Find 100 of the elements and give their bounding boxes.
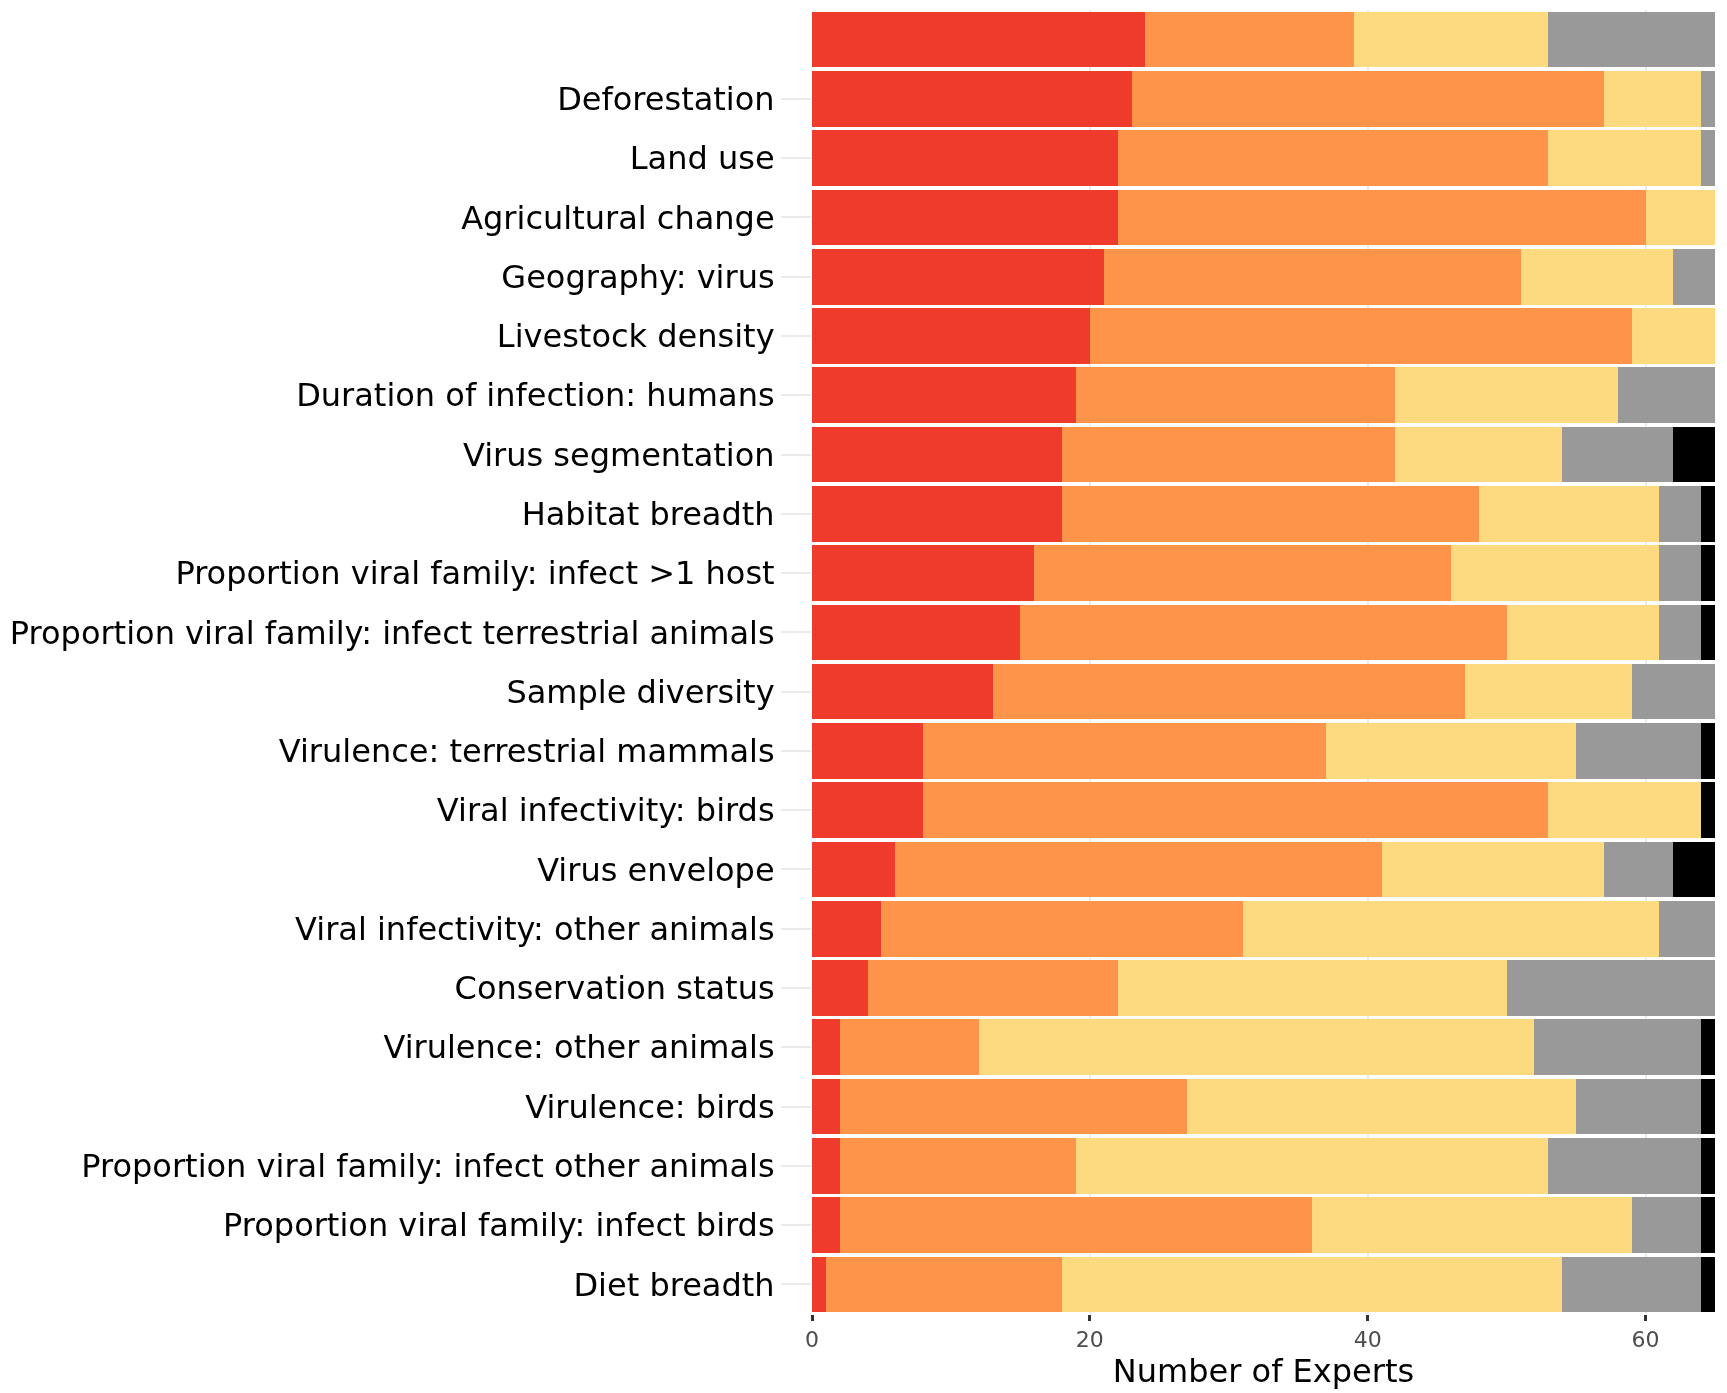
- bar: [1548, 130, 1702, 187]
- bar: [1062, 426, 1396, 483]
- y-tick-label: Virulence: other animals: [383, 1028, 775, 1067]
- bar: [812, 1137, 840, 1194]
- bar: [1701, 1256, 1715, 1313]
- bar: [812, 1019, 840, 1076]
- bar: [1701, 1019, 1715, 1076]
- y-tick-label: Land use: [629, 139, 775, 178]
- bar: [1701, 130, 1715, 187]
- bar: [812, 723, 924, 779]
- bar: [1617, 367, 1715, 424]
- bar: [881, 900, 1243, 957]
- bar: [923, 723, 1327, 779]
- bar: [1701, 545, 1715, 601]
- bar: [1701, 485, 1715, 542]
- bar: [1145, 11, 1354, 68]
- bar: [1562, 1256, 1702, 1313]
- bar: [1701, 1197, 1715, 1253]
- bar: [1603, 841, 1674, 898]
- bar: [1701, 782, 1715, 839]
- bar: [1020, 604, 1507, 661]
- bar: [839, 1078, 1188, 1135]
- bar: [978, 1019, 1535, 1076]
- bar: [1478, 485, 1660, 542]
- y-tick-label: Proportion viral family: infect terrestrial animals: [9, 613, 775, 652]
- bar: [812, 1197, 840, 1253]
- y-tick-label: Deforestation: [557, 80, 775, 119]
- bar: [1075, 367, 1396, 424]
- bar: [1631, 1197, 1702, 1253]
- bar: [812, 130, 1118, 187]
- bar: [1062, 1256, 1563, 1313]
- bar: [812, 782, 924, 839]
- bar: [812, 604, 1021, 661]
- bar: [1451, 545, 1660, 601]
- bar: [812, 485, 1063, 542]
- y-tick-label: Proportion viral family: infect birds: [223, 1206, 775, 1245]
- y-tick-label: Conservation status: [454, 969, 775, 1008]
- bar: [1034, 545, 1452, 601]
- bar: [812, 900, 882, 957]
- bar: [1381, 841, 1604, 898]
- bar: [1242, 900, 1660, 957]
- bar: [992, 663, 1465, 720]
- bar: [812, 248, 1104, 305]
- bar: [1117, 130, 1549, 187]
- y-tick-label: Diet breadth: [573, 1265, 775, 1304]
- bar: [812, 545, 1035, 601]
- bar: [812, 11, 1146, 68]
- bar: [1117, 960, 1507, 1016]
- y-tick-label: Viral infectivity: other animals: [295, 909, 775, 948]
- bar: [1353, 11, 1549, 68]
- bar: [1506, 960, 1715, 1016]
- y-tick-label: Proportion viral family: infect >1 host: [175, 554, 775, 593]
- bar: [1673, 248, 1715, 305]
- y-tick-label: Habitat breadth: [521, 495, 775, 534]
- bar: [1103, 248, 1521, 305]
- bar: [1659, 485, 1702, 542]
- bar: [1506, 604, 1660, 661]
- bar: [1131, 71, 1604, 127]
- y-tick-label: Viral infectivity: birds: [436, 791, 775, 830]
- bar: [895, 841, 1382, 898]
- bar: [839, 1197, 1313, 1253]
- bar: [812, 71, 1132, 127]
- x-tick-label: 60: [1631, 1327, 1660, 1353]
- bar: [1062, 485, 1479, 542]
- bar: [1312, 1197, 1632, 1253]
- bar: [812, 189, 1118, 246]
- bar: [1520, 248, 1674, 305]
- y-tick-label: Virus envelope: [537, 850, 775, 889]
- bar: [1659, 900, 1715, 957]
- y-tick-label: Proportion viral family: infect other animals: [81, 1147, 775, 1186]
- x-tick-label: 40: [1353, 1327, 1382, 1353]
- bar: [812, 663, 993, 720]
- bar: [1548, 1137, 1702, 1194]
- bar: [1395, 426, 1563, 483]
- bar: [1534, 1019, 1702, 1076]
- x-tick-label: 20: [1075, 1327, 1104, 1353]
- bar: [1089, 308, 1632, 364]
- bar: [1548, 782, 1702, 839]
- bar: [812, 960, 868, 1016]
- bar: [812, 1078, 840, 1135]
- bar: [1548, 11, 1715, 68]
- y-tick-label: Sample diversity: [506, 672, 775, 711]
- bar: [1701, 1137, 1715, 1194]
- bar: [1576, 1078, 1702, 1135]
- bar: [1075, 1137, 1549, 1194]
- bar: [1395, 367, 1618, 424]
- bar: [1673, 841, 1715, 898]
- bar: [1701, 604, 1715, 661]
- bar: [1576, 723, 1702, 779]
- bar: [1631, 308, 1715, 364]
- bar: [1659, 604, 1702, 661]
- y-tick-label: Virulence: terrestrial mammals: [278, 732, 775, 771]
- bar: [1117, 189, 1646, 246]
- bar: [1464, 663, 1632, 720]
- x-axis-title: Number of Experts: [1112, 1352, 1415, 1391]
- bar: [1631, 663, 1715, 720]
- bar: [839, 1137, 1076, 1194]
- y-tick-label: Virus segmentation: [462, 435, 775, 474]
- bar: [1673, 426, 1715, 483]
- bar: [812, 367, 1076, 424]
